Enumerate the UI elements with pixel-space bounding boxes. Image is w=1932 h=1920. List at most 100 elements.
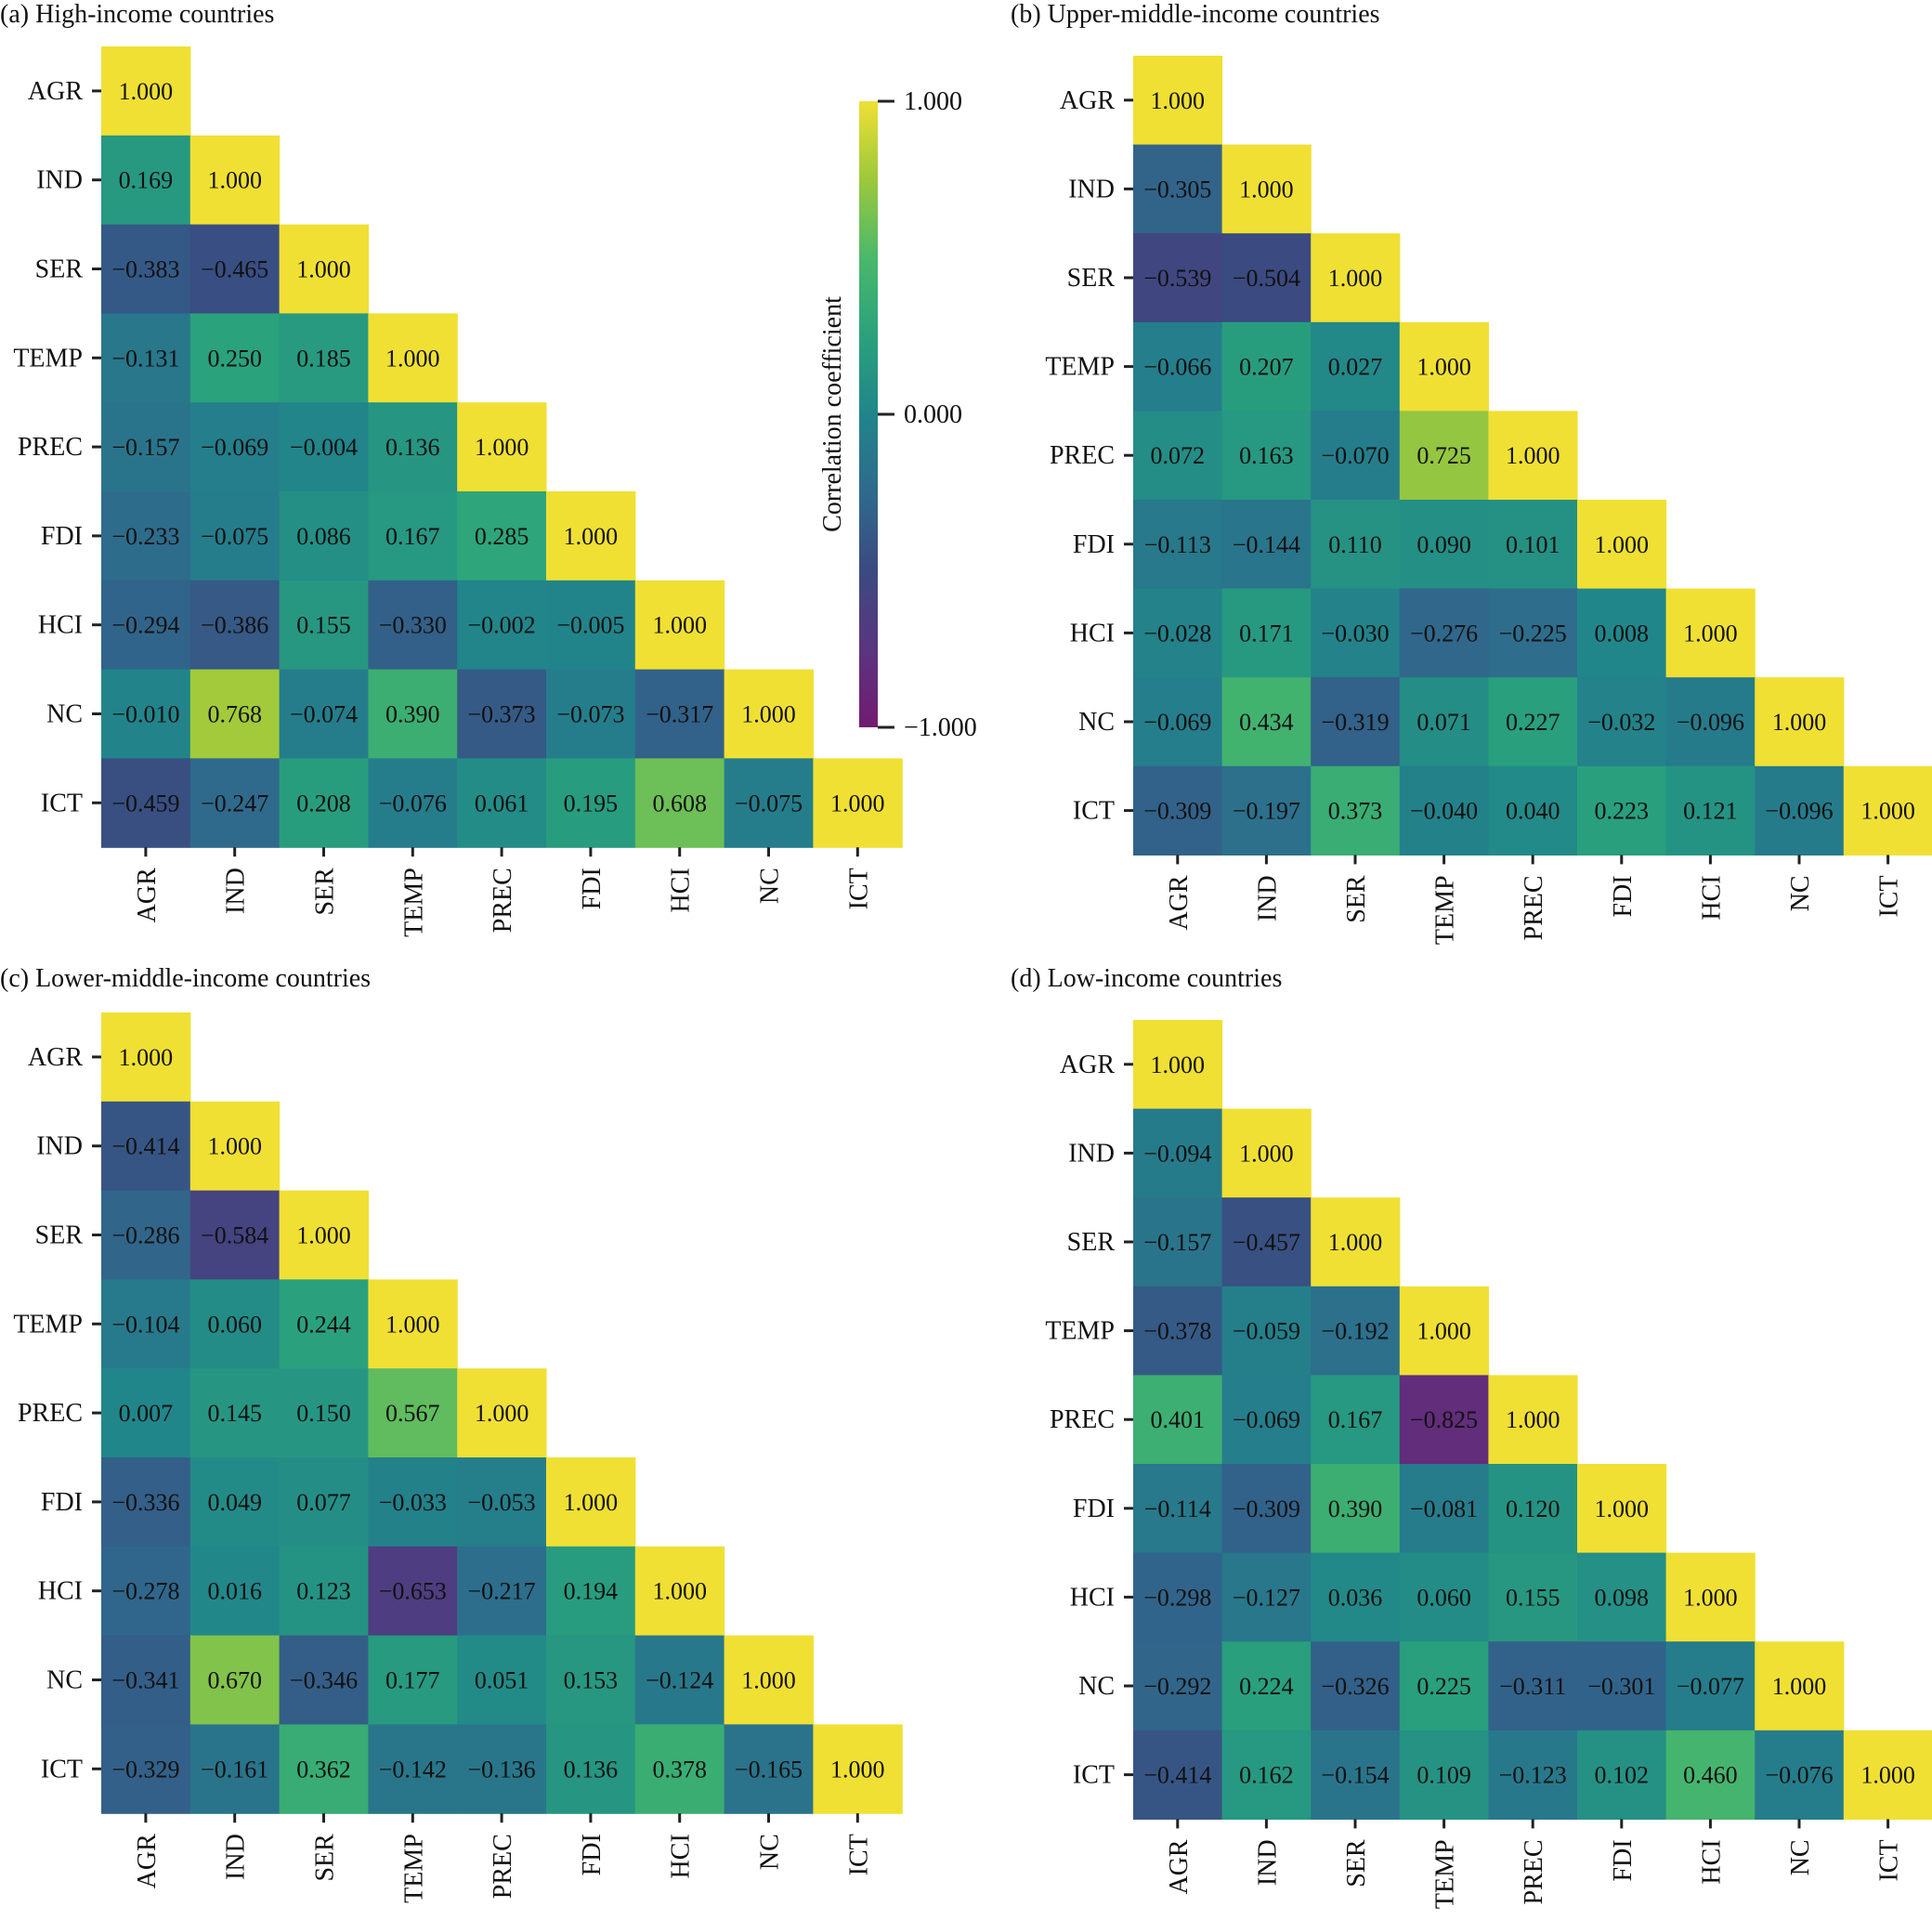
cell-value-label: −0.329 bbox=[111, 1756, 179, 1783]
heatmap-cell bbox=[1399, 1464, 1489, 1554]
y-tick-label: IND bbox=[1068, 175, 1115, 203]
heatmap-cell bbox=[101, 758, 191, 848]
cell-value-label: −0.131 bbox=[111, 345, 179, 372]
heatmap-cell bbox=[368, 1546, 458, 1637]
cell-value-label: −0.142 bbox=[379, 1756, 447, 1783]
x-tick-label: IND bbox=[1253, 875, 1282, 921]
cell-value-label: −0.075 bbox=[735, 790, 803, 816]
cell-value-label: −0.070 bbox=[1321, 442, 1389, 469]
colorbar-label: Correlation coefficient bbox=[818, 296, 847, 532]
cell-value-label: 0.077 bbox=[296, 1489, 351, 1516]
x-tick-label: ICT bbox=[844, 1834, 873, 1875]
x-tick-label: HCI bbox=[1697, 875, 1726, 920]
heatmap-cell bbox=[1221, 1641, 1312, 1731]
y-tick-label: IND bbox=[36, 166, 83, 195]
y-tick-label: NC bbox=[1078, 708, 1115, 737]
heatmap-cell bbox=[1133, 1375, 1223, 1465]
cell-value-label: −0.326 bbox=[1321, 1673, 1389, 1700]
y-tick-label: PREC bbox=[18, 433, 83, 462]
heatmap-cell bbox=[189, 758, 281, 848]
cell-value-label: 1.000 bbox=[1860, 1762, 1915, 1789]
y-tick-label: AGR bbox=[1060, 1051, 1115, 1079]
cell-value-label: −0.127 bbox=[1233, 1584, 1300, 1611]
heatmap-cell bbox=[1311, 1375, 1401, 1465]
cell-value-label: −0.311 bbox=[1499, 1673, 1566, 1700]
heatmap-cell bbox=[1311, 1552, 1401, 1642]
heatmap-cell bbox=[1399, 1641, 1489, 1731]
heatmap-cell bbox=[1221, 1375, 1312, 1465]
cell-value-label: 0.227 bbox=[1506, 709, 1560, 736]
heatmap-cell bbox=[457, 1635, 547, 1725]
cell-value-label: 1.000 bbox=[1683, 1584, 1738, 1611]
heatmap-cell bbox=[1133, 588, 1223, 678]
cell-value-label: −0.276 bbox=[1410, 620, 1478, 647]
heatmap-cell bbox=[101, 224, 191, 314]
cell-value-label: −0.032 bbox=[1587, 709, 1655, 736]
heatmap-cell bbox=[189, 1546, 281, 1637]
heatmap-cell bbox=[189, 224, 281, 314]
y-tick-label: NC bbox=[46, 1666, 83, 1695]
x-tick-label: IND bbox=[1253, 1839, 1282, 1886]
cell-value-label: 0.123 bbox=[296, 1578, 351, 1605]
cell-value-label: −0.539 bbox=[1143, 265, 1211, 292]
heatmap-cell bbox=[457, 758, 547, 848]
heatmap-cell bbox=[368, 1635, 458, 1725]
cell-value-label: 0.401 bbox=[1151, 1406, 1206, 1433]
heatmap-cell bbox=[634, 669, 725, 759]
heatmap-cell bbox=[189, 1368, 281, 1458]
heatmap-cell bbox=[279, 669, 369, 759]
cell-value-label: −0.584 bbox=[201, 1222, 268, 1249]
heatmap-cell bbox=[1665, 588, 1756, 678]
cell-value-label: 0.040 bbox=[1506, 798, 1560, 825]
cell-value-label: 0.098 bbox=[1595, 1584, 1650, 1611]
colorbar-gradient bbox=[859, 101, 878, 727]
heatmap-cell bbox=[1311, 1286, 1401, 1376]
heatmap-cell bbox=[1577, 500, 1667, 590]
cell-value-label: 0.110 bbox=[1328, 531, 1382, 558]
heatmap-cell bbox=[1133, 677, 1223, 767]
heatmap-cell bbox=[101, 1279, 191, 1369]
heatmap-cell bbox=[1221, 500, 1312, 590]
y-tick-label: AGR bbox=[28, 1043, 83, 1072]
heatmap-cell bbox=[279, 1635, 369, 1725]
heatmap-cell bbox=[368, 402, 458, 492]
heatmap-cell bbox=[1133, 765, 1223, 856]
heatmap-cell bbox=[368, 1279, 458, 1369]
heatmap-cell bbox=[634, 1546, 725, 1637]
heatmap-cell bbox=[546, 1635, 636, 1725]
cell-value-label: 0.223 bbox=[1595, 798, 1650, 825]
cell-value-label: 0.150 bbox=[296, 1400, 351, 1427]
heatmap-cell bbox=[457, 1546, 547, 1637]
cell-value-label: −0.113 bbox=[1144, 531, 1211, 558]
heatmap-cell bbox=[1133, 1730, 1223, 1820]
heatmap-cell bbox=[1577, 1552, 1667, 1642]
heatmap-cell bbox=[1311, 677, 1401, 767]
heatmap-cell bbox=[101, 1101, 191, 1192]
cell-value-label: −0.104 bbox=[111, 1311, 179, 1338]
cell-value-label: 0.136 bbox=[564, 1756, 619, 1783]
cell-value-label: 0.136 bbox=[385, 434, 440, 461]
heatmap-cell bbox=[279, 1190, 369, 1280]
heatmap-cell bbox=[101, 1635, 191, 1725]
x-tick-label: PREC bbox=[489, 868, 517, 933]
heatmap-cell bbox=[1133, 1286, 1223, 1376]
colorbar-tick-label: 0.000 bbox=[904, 400, 962, 429]
heatmap-cell bbox=[279, 1279, 369, 1369]
heatmap-cell bbox=[189, 402, 281, 492]
cell-value-label: −0.123 bbox=[1499, 1762, 1567, 1789]
heatmap-cell bbox=[1399, 588, 1489, 678]
cell-value-label: −0.373 bbox=[468, 701, 536, 728]
cell-value-label: −0.305 bbox=[1143, 176, 1211, 202]
heatmap-cell bbox=[1221, 588, 1312, 678]
heatmap-cell bbox=[1221, 677, 1312, 767]
heatmap-cell bbox=[634, 1635, 725, 1725]
heatmap-cell bbox=[1399, 321, 1489, 411]
heatmap-cell bbox=[1488, 1641, 1578, 1731]
cell-value-label: 0.060 bbox=[1416, 1584, 1471, 1611]
x-tick-label: AGR bbox=[133, 868, 162, 922]
heatmap-cell bbox=[101, 669, 191, 759]
cell-value-label: 1.000 bbox=[1239, 1140, 1294, 1167]
cell-value-label: 1.000 bbox=[830, 1756, 885, 1783]
cell-value-label: 0.090 bbox=[1416, 531, 1471, 558]
cell-value-label: 0.008 bbox=[1595, 620, 1650, 647]
